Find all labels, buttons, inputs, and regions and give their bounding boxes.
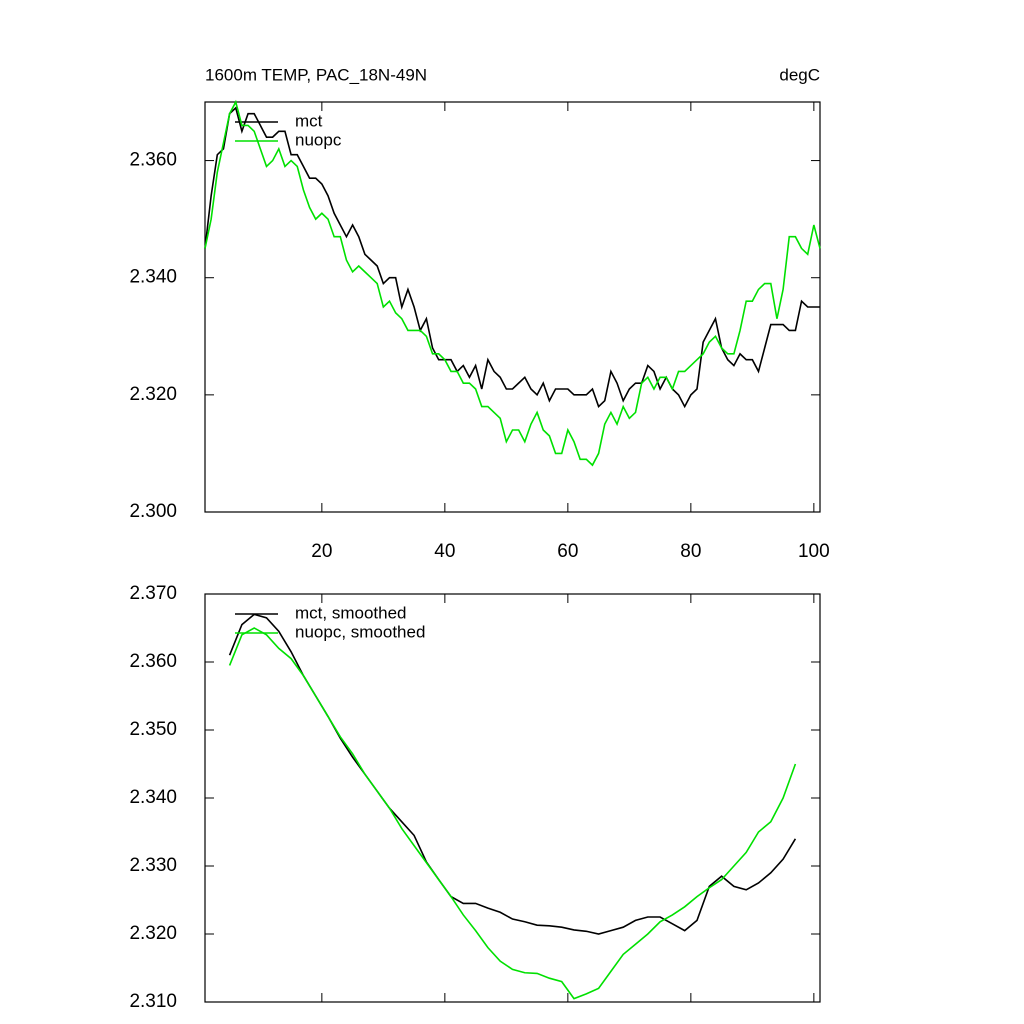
y-tick-label: 2.340: [129, 787, 177, 808]
legend-label: mct: [295, 111, 323, 130]
y-tick-label: 2.370: [129, 583, 177, 604]
plot-frame: [204, 593, 821, 1003]
y-tick-label: 2.310: [129, 991, 177, 1012]
y-tick-label: 2.350: [129, 719, 177, 740]
y-tick-label: 2.300: [129, 501, 177, 522]
series-line: [204, 99, 821, 467]
plot-frame: [204, 101, 821, 513]
x-tick-label: 60: [557, 541, 578, 562]
y-tick-label: 2.360: [129, 651, 177, 672]
series-line: [228, 627, 797, 1000]
y-tick-label: 2.320: [129, 923, 177, 944]
y-tick-label: 2.330: [129, 855, 177, 876]
legend-label: nuopc, smoothed: [295, 622, 425, 641]
legend-label: nuopc: [295, 130, 342, 149]
units-label: degC: [779, 65, 820, 84]
x-tick-label: 40: [434, 541, 455, 562]
legend-label: mct, smoothed: [295, 603, 407, 622]
x-tick-label: 20: [311, 541, 332, 562]
x-tick-label: 80: [680, 541, 701, 562]
y-tick-label: 2.340: [129, 267, 177, 288]
series-line: [204, 106, 820, 409]
y-tick-label: 2.360: [129, 150, 177, 171]
y-tick-label: 2.320: [129, 384, 177, 405]
chart-title: 1600m TEMP, PAC_18N-49N: [205, 65, 427, 84]
x-tick-label: 100: [798, 541, 830, 562]
